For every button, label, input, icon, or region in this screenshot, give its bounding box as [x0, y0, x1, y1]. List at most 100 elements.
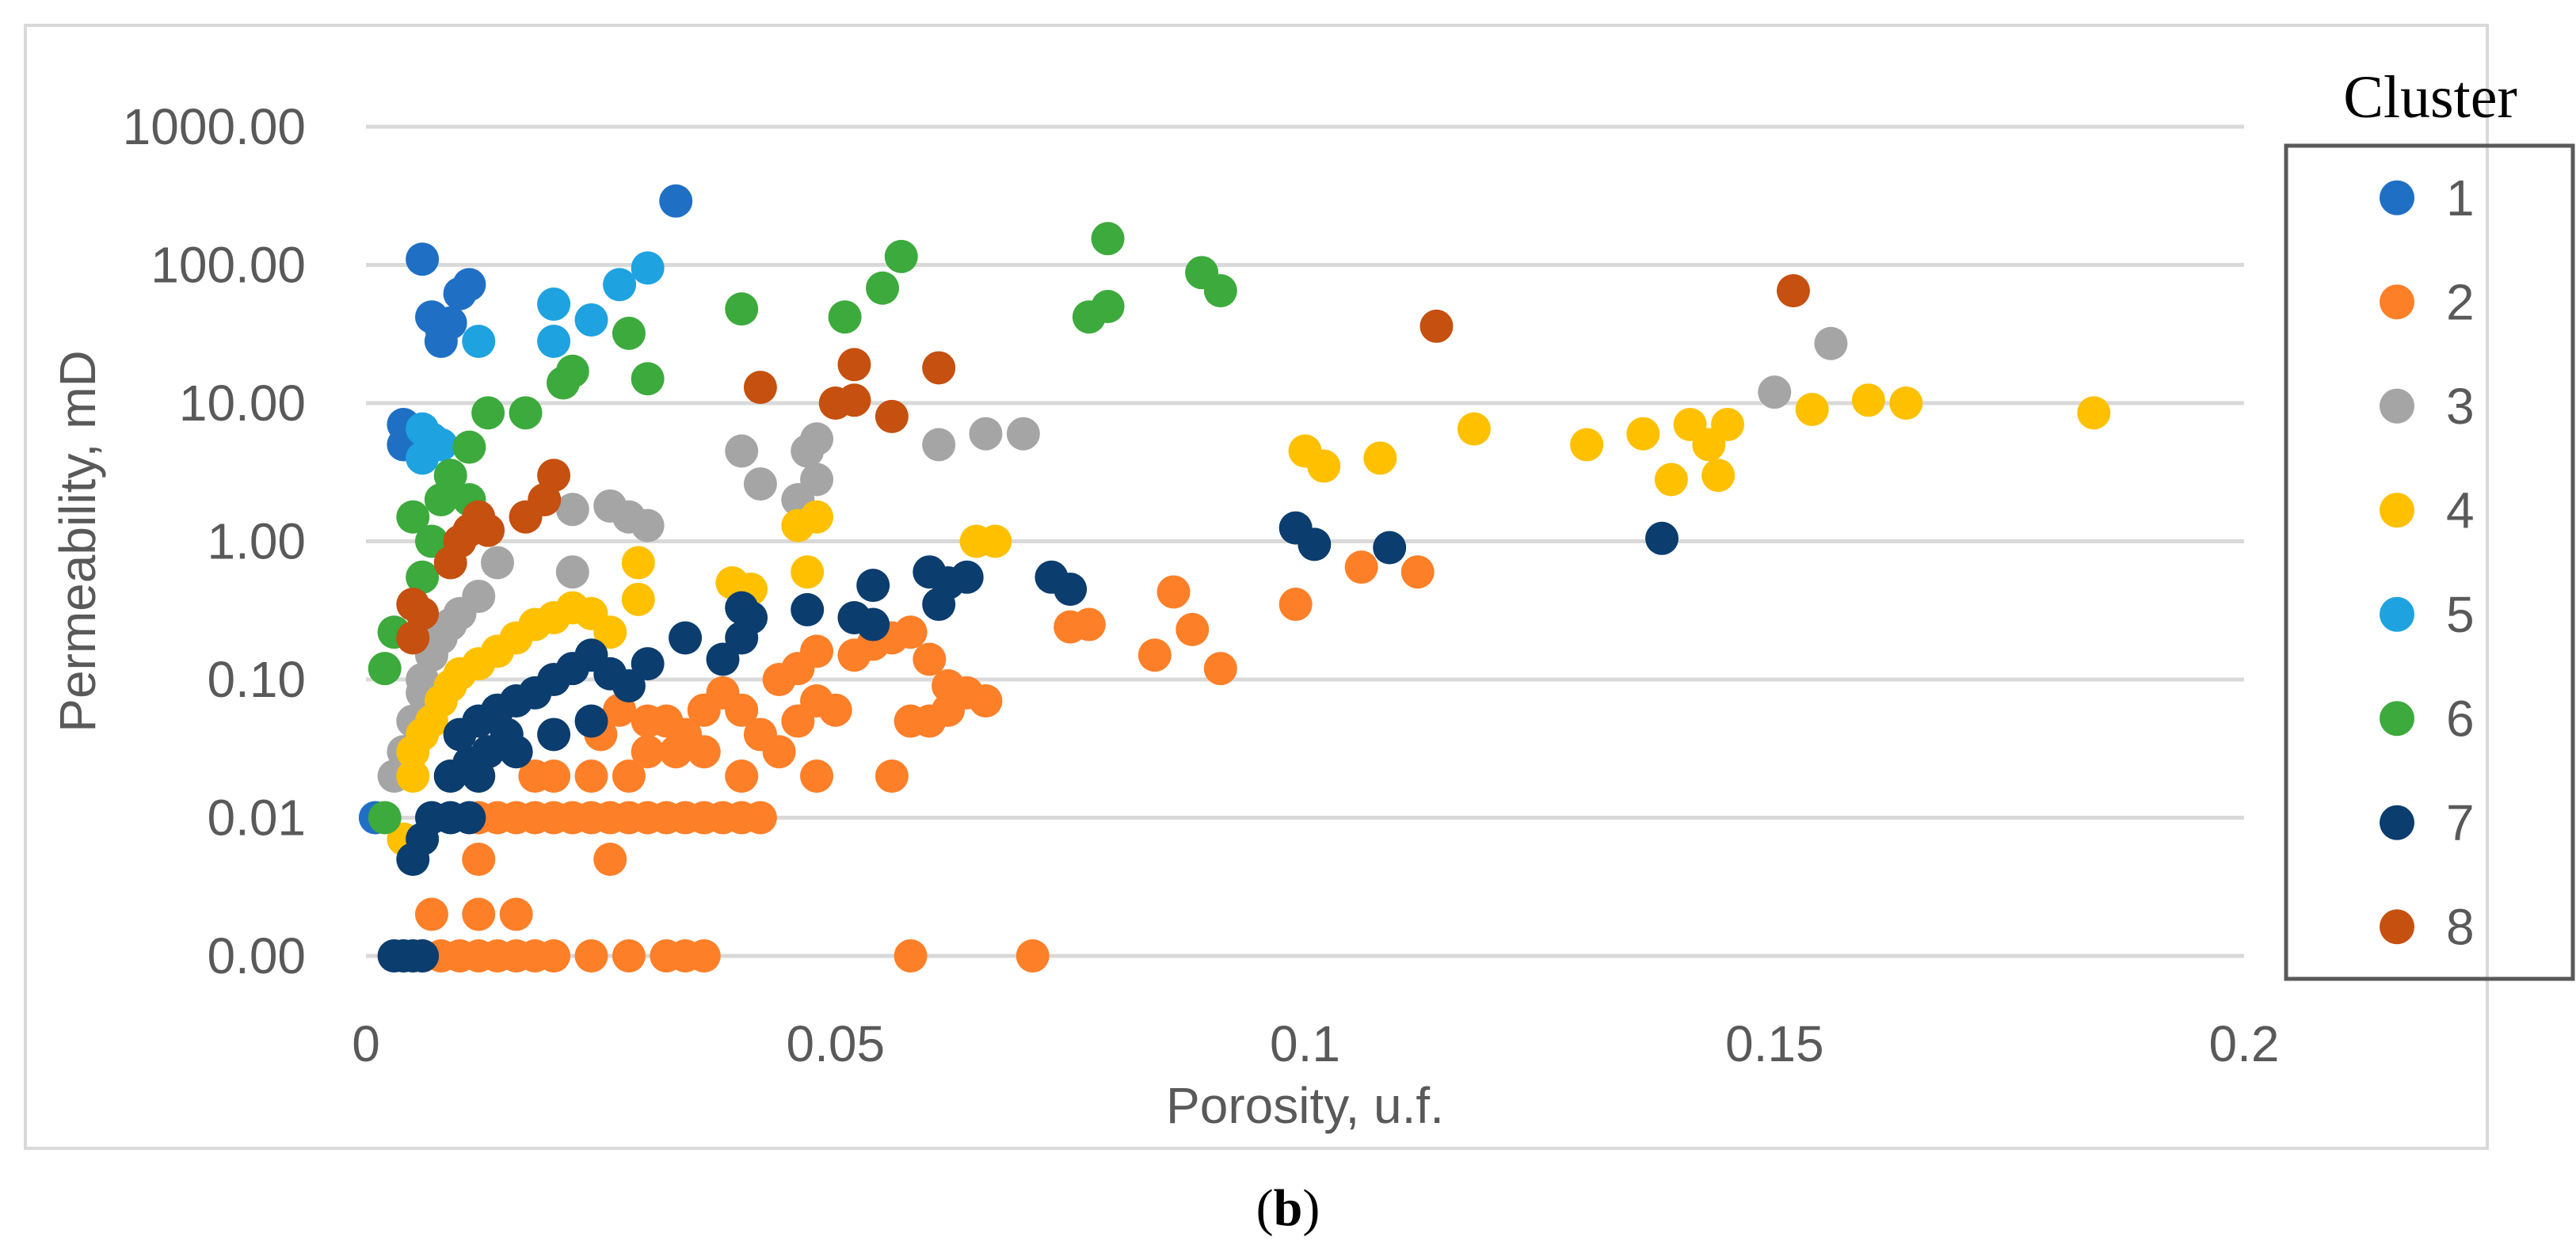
- data-point: [555, 555, 589, 589]
- data-point: [537, 759, 571, 793]
- data-point: [725, 693, 759, 727]
- data-point: [1654, 463, 1688, 497]
- data-point: [913, 642, 947, 676]
- data-point: [612, 316, 646, 350]
- data-point: [800, 422, 834, 456]
- scatter-chart: 0.00 0.01 0.10 1.00 10.00 100.00 1000.00 0 0.05…: [49, 64, 2575, 1134]
- series-cluster-4: [387, 383, 2111, 856]
- data-point: [1157, 575, 1191, 609]
- data-point: [800, 500, 834, 534]
- legend-item-4: 4: [2380, 482, 2475, 539]
- data-point: [932, 693, 966, 727]
- chart-frame: [24, 24, 2489, 1150]
- y-tick-label: 100.00: [151, 237, 306, 294]
- data-point: [574, 704, 608, 738]
- data-point: [1054, 573, 1088, 607]
- y-tick-label: 10.00: [179, 375, 306, 432]
- legend-marker: [2380, 388, 2414, 424]
- data-point: [922, 351, 956, 385]
- data-point: [791, 555, 825, 589]
- series-cluster-8: [396, 274, 1810, 655]
- data-point: [537, 287, 571, 322]
- data-point: [1006, 417, 1040, 451]
- data-point: [1016, 939, 1050, 973]
- data-point: [2077, 396, 2111, 430]
- legend: 1 2 3 4 5 6 7 8: [2380, 169, 2475, 955]
- legend-item-2: 2: [2380, 273, 2475, 330]
- data-point: [1344, 550, 1378, 584]
- legend-marker: [2380, 284, 2414, 320]
- data-point: [1137, 638, 1172, 672]
- data-point: [406, 441, 440, 475]
- data-point: [800, 759, 834, 793]
- data-point: [969, 684, 1003, 718]
- legend-label: 8: [2446, 898, 2475, 955]
- legend-marker: [2380, 805, 2414, 840]
- x-tick-labels: 0 0.05 0.1 0.15 0.2: [352, 1015, 2279, 1072]
- data-point: [462, 843, 496, 877]
- x-tick-label: 0: [352, 1015, 380, 1072]
- data-point: [537, 459, 571, 493]
- data-point: [1072, 607, 1106, 641]
- x-tick-label: 0.05: [786, 1015, 885, 1072]
- data-point: [706, 642, 740, 676]
- x-axis-label: Porosity, u.f.: [1166, 1077, 1444, 1134]
- figure-caption: (b): [1256, 1179, 1320, 1237]
- data-point: [574, 303, 608, 337]
- data-point: [621, 582, 655, 616]
- data-point: [800, 463, 834, 497]
- data-point: [368, 652, 402, 686]
- data-points: [358, 184, 2111, 973]
- legend-label: 5: [2446, 586, 2475, 643]
- data-point: [1203, 274, 1237, 308]
- data-point: [414, 524, 448, 558]
- data-point: [969, 417, 1003, 451]
- data-point: [1419, 309, 1454, 343]
- data-point: [1091, 290, 1125, 324]
- data-point: [743, 467, 777, 501]
- data-point: [1701, 459, 1736, 493]
- data-point: [368, 801, 402, 835]
- x-tick-label: 0.2: [2209, 1015, 2280, 1072]
- data-point: [406, 560, 440, 594]
- data-point: [884, 239, 918, 273]
- data-point: [734, 600, 768, 634]
- data-point: [452, 801, 486, 835]
- legend-item-8: 8: [2380, 898, 2475, 955]
- data-point: [1363, 441, 1397, 475]
- y-tick-label: 1.00: [207, 513, 306, 570]
- legend-title: Cluster: [2343, 64, 2517, 131]
- data-point: [631, 735, 665, 769]
- y-axis-label: Permeability, mD: [49, 350, 106, 732]
- data-point: [406, 596, 440, 630]
- data-point: [631, 251, 665, 285]
- data-point: [509, 396, 543, 430]
- data-point: [555, 493, 589, 527]
- data-point: [574, 759, 608, 793]
- data-point: [1626, 417, 1660, 451]
- data-point: [499, 897, 533, 931]
- data-point: [894, 939, 928, 973]
- data-point: [433, 306, 467, 340]
- series-cluster-3: [377, 326, 1848, 793]
- legend-marker: [2380, 701, 2414, 737]
- data-point: [462, 897, 496, 931]
- data-point: [800, 634, 834, 668]
- data-point: [1851, 383, 1885, 417]
- data-point: [875, 759, 909, 793]
- series-cluster-2: [406, 550, 1435, 973]
- data-point: [687, 735, 721, 769]
- legend-marker: [2380, 493, 2414, 528]
- y-tick-label: 0.00: [207, 927, 306, 984]
- data-point: [396, 500, 430, 534]
- data-point: [725, 434, 759, 468]
- data-point: [856, 569, 890, 603]
- data-point: [687, 939, 721, 973]
- data-point: [950, 560, 984, 594]
- legend-label: 2: [2446, 273, 2475, 330]
- data-point: [1889, 386, 1923, 420]
- legend-item-6: 6: [2380, 690, 2475, 747]
- x-tick-label: 0.15: [1725, 1015, 1824, 1072]
- data-point: [593, 615, 627, 649]
- data-point: [462, 759, 496, 793]
